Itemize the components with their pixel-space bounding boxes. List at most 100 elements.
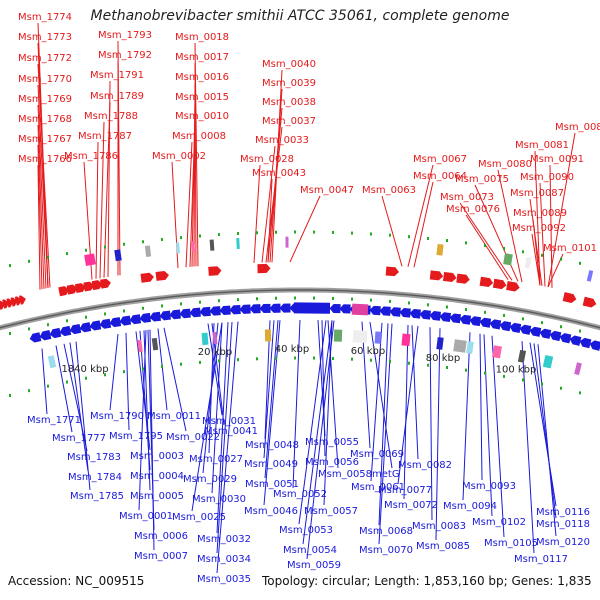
topology-text: Topology: circular; Length: 1,853,160 bp… — [262, 574, 592, 588]
reverse-gene-label: Msm_0041 — [204, 426, 258, 437]
dot-marker — [9, 264, 11, 268]
dot-marker — [427, 303, 429, 307]
reverse-gene-arrow — [219, 305, 231, 315]
forward-connector — [37, 164, 41, 290]
dot-marker — [199, 360, 201, 364]
forward-connector — [289, 195, 321, 263]
backbone-arc — [0, 287, 600, 331]
dot-marker — [123, 370, 125, 374]
forward-gene-label: Msm_0033 — [255, 135, 309, 146]
dot-marker — [389, 233, 391, 237]
reverse-gene-arrow — [159, 310, 171, 321]
reverse-gene-arrow — [49, 327, 62, 339]
forward-gene-arrow — [506, 281, 520, 292]
reverse-connector — [479, 333, 483, 481]
forward-connector — [37, 84, 49, 288]
function-box — [47, 355, 57, 369]
reverse-gene-label: Msm_0004 — [130, 471, 184, 482]
reverse-connector — [55, 345, 73, 433]
function-box — [144, 245, 152, 257]
reverse-gene-label: Msm_0082 — [398, 460, 452, 471]
forward-connector — [531, 233, 541, 286]
dot-marker — [503, 247, 505, 251]
forward-gene-label: Msm_1773 — [18, 32, 72, 43]
forward-gene-arrow — [18, 295, 26, 305]
forward-gene-label: Msm_0073 — [440, 192, 494, 203]
dot-marker — [351, 357, 353, 361]
function-box — [574, 362, 582, 376]
reverse-gene-arrow — [339, 304, 351, 314]
reverse-gene-arrow — [249, 304, 261, 314]
forward-gene-label: Msm_0018 — [175, 32, 229, 43]
forward-connector — [37, 144, 43, 290]
forward-gene-label: Msm_1767 — [18, 134, 72, 145]
reverse-gene-arrow — [559, 333, 572, 344]
reverse-connector — [302, 320, 333, 545]
reverse-gene-label: Msm_1771 — [27, 415, 81, 426]
function-box — [191, 240, 195, 253]
dot-marker — [427, 363, 429, 367]
dot-marker — [66, 252, 68, 256]
dot-marker — [161, 304, 163, 308]
reverse-gene-label: Msm_0077 — [378, 485, 432, 496]
reverse-connector — [529, 342, 557, 507]
function-box — [137, 339, 143, 353]
forward-gene-arrow — [58, 286, 70, 297]
reverse-gene-label: Msm_0030 — [192, 494, 246, 505]
forward-gene-label: Msm_0010 — [175, 111, 229, 122]
reverse-connector — [521, 341, 535, 554]
function-box — [333, 329, 343, 342]
forward-gene-label: Msm_1792 — [98, 50, 152, 61]
forward-connector — [37, 124, 45, 289]
dot-marker — [142, 367, 144, 371]
forward-gene-arrow — [74, 283, 86, 294]
forward-gene-label: Msm_0080 — [478, 159, 532, 170]
dot-marker — [218, 299, 220, 303]
dot-marker — [47, 323, 49, 327]
dot-marker — [28, 389, 30, 393]
dot-marker — [503, 313, 505, 317]
reverse-connector — [370, 322, 383, 482]
reverse-gene-arrow — [459, 314, 472, 325]
function-box — [352, 330, 368, 343]
reverse-connector — [369, 322, 393, 469]
reverse-gene-label: Msm_0051 — [245, 479, 299, 490]
reverse-gene-arrow — [39, 330, 52, 341]
reverse-connector — [191, 322, 223, 512]
dot-marker — [332, 356, 334, 360]
reverse-connector — [264, 320, 279, 479]
reverse-gene-label: Msm_1785 — [70, 491, 124, 502]
forward-connector — [37, 104, 47, 289]
reverse-gene-arrow — [409, 308, 421, 319]
reverse-gene-arrow — [279, 303, 291, 313]
forward-gene-arrow — [140, 272, 154, 283]
forward-connector — [549, 164, 553, 288]
forward-gene-label: Msm_0039 — [262, 78, 316, 89]
reverse-connector — [41, 348, 48, 415]
forward-connector — [529, 198, 543, 286]
forward-gene-label: Msm_1770 — [18, 74, 72, 85]
reverse-gene-label: Msm_1777 — [52, 433, 106, 444]
reverse-gene-arrow — [179, 308, 191, 319]
reverse-gene-label: Msm_0027 — [189, 454, 243, 465]
dot-marker — [180, 236, 182, 240]
dot-marker — [503, 374, 505, 378]
function-box — [542, 354, 554, 369]
forward-gene-label: Msm_0089 — [513, 208, 567, 219]
forward-connector — [37, 63, 51, 288]
reverse-gene-arrow — [269, 303, 281, 313]
reverse-connector — [298, 320, 327, 525]
forward-gene-label: Msm_0081 — [515, 140, 569, 151]
reverse-gene-label: Msm_0058 — [318, 469, 372, 480]
dot-marker — [237, 232, 239, 236]
ruler-tick-label: 60 kbp — [351, 346, 385, 357]
reverse-gene-arrow — [569, 335, 582, 346]
reverse-gene-arrow — [539, 328, 552, 339]
gene-labels: Msm_1774 Msm_1773 Msm_1772 Msm_1770 Msm_1769… — [18, 12, 600, 585]
reverse-gene-label: Msm_0085 — [416, 541, 470, 552]
dot-marker — [294, 296, 296, 300]
reverse-gene-label: Msm_0116 — [536, 507, 590, 518]
reverse-connector — [216, 321, 233, 554]
dot-marker — [237, 358, 239, 362]
forward-gene-label: Msm_0037 — [262, 116, 316, 127]
